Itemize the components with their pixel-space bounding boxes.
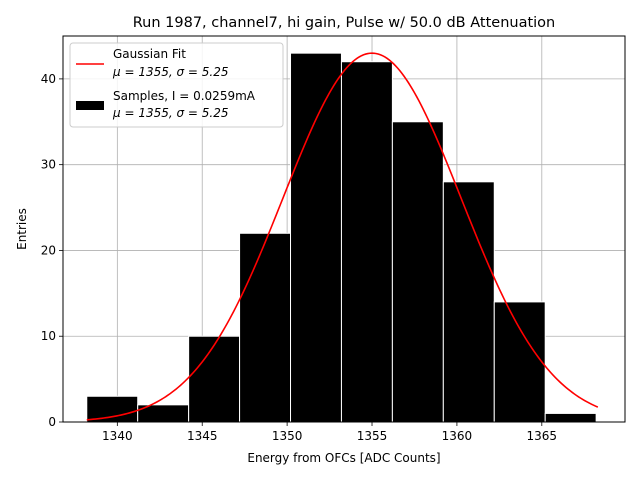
x-tick-label: 1350	[272, 429, 303, 443]
y-tick-label: 40	[41, 72, 56, 86]
legend-samples-swatch	[76, 101, 104, 110]
x-tick-label: 1345	[187, 429, 218, 443]
histogram-bar	[188, 335, 241, 423]
legend-samples-label: Samples, I = 0.0259mA	[113, 89, 256, 103]
legend-fit-label: Gaussian Fit	[113, 47, 186, 61]
x-tick-label: 1355	[357, 429, 388, 443]
histogram-bar	[442, 181, 495, 423]
histogram-bar	[290, 52, 342, 423]
y-axis-label: Entries	[15, 208, 29, 250]
histogram-bar	[340, 61, 393, 423]
y-tick-label: 20	[41, 243, 56, 257]
histogram-bar	[544, 412, 597, 423]
x-tick-label: 1365	[527, 429, 558, 443]
histogram-bar	[239, 232, 292, 423]
plot-frame	[62, 35, 626, 423]
legend-box	[69, 42, 284, 128]
y-tick-label: 30	[41, 158, 56, 172]
gaussian-fit-curve	[86, 52, 599, 421]
x-axis-label: Energy from OFCs [ADC Counts]	[247, 451, 440, 465]
histogram-bar	[493, 301, 546, 423]
gaussian-fit	[86, 52, 599, 421]
chart-title: Run 1987, channel7, hi gain, Pulse w/ 50…	[133, 15, 556, 31]
legend-samples-stats: μ = 1355, σ = 5.25	[112, 106, 229, 120]
x-tick-label: 1340	[102, 429, 133, 443]
histogram-bars	[86, 52, 597, 423]
histogram-bar	[391, 121, 444, 423]
y-axis-ticks: 0 10 20 30 40	[41, 72, 63, 429]
y-tick-label: 10	[41, 329, 56, 343]
y-tick-label: 0	[48, 415, 56, 429]
x-tick-label: 1360	[442, 429, 473, 443]
x-axis-ticks: 1340 1345 1350 1355 1360 1365	[102, 422, 557, 443]
legend-fit-stats: μ = 1355, σ = 5.25	[112, 65, 229, 79]
histogram-bar	[86, 395, 139, 423]
legend: Gaussian Fit μ = 1355, σ = 5.25 Samples,…	[69, 42, 284, 128]
